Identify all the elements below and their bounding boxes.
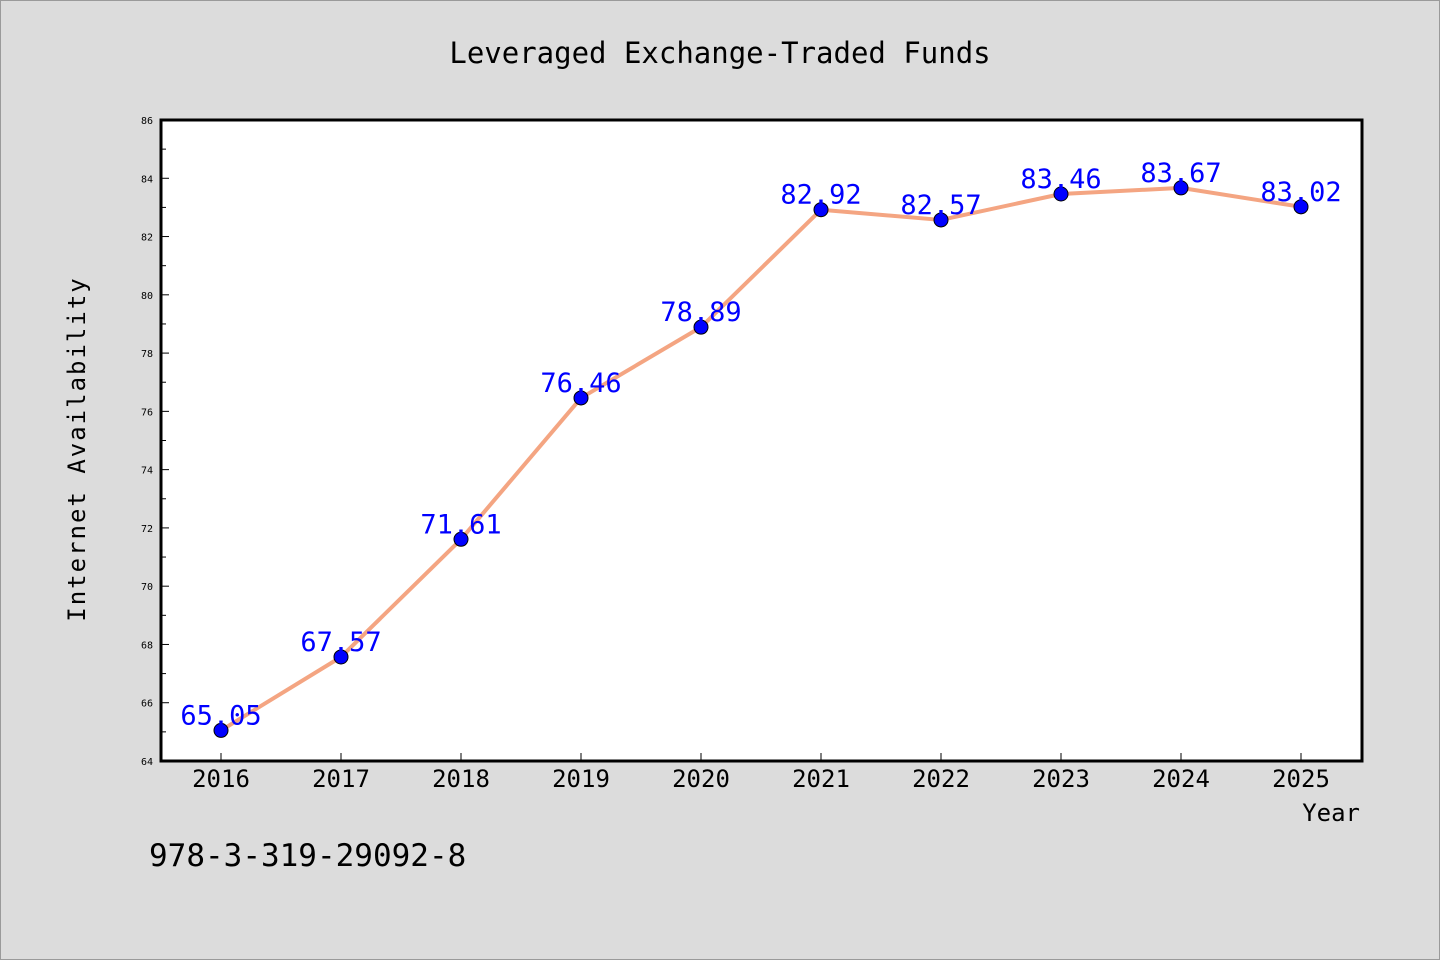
y-axis: 64 66 68 70 72 74 76 78 80 82 84 86 xyxy=(141,116,169,768)
x-tick-label: 2025 xyxy=(1272,765,1330,793)
x-tick-label: 2019 xyxy=(552,765,610,793)
x-axis: 2016 2017 2018 2019 2020 2021 2022 2023 2024 2025 xyxy=(192,753,1330,793)
data-label: 67.57 xyxy=(300,627,381,658)
y-tick-label: 86 xyxy=(141,116,153,127)
data-point xyxy=(933,212,949,228)
data-point xyxy=(333,649,349,665)
x-tick-label: 2017 xyxy=(312,765,370,793)
data-point xyxy=(573,390,589,406)
data-label: 82.92 xyxy=(780,180,861,211)
x-axis-label: Year xyxy=(1302,799,1360,827)
data-point xyxy=(1173,180,1189,196)
y-tick-label: 72 xyxy=(141,524,153,535)
data-point xyxy=(813,202,829,218)
data-point xyxy=(453,531,469,547)
x-tick-label: 2018 xyxy=(432,765,490,793)
x-tick-label: 2020 xyxy=(672,765,730,793)
y-tick-label: 76 xyxy=(141,407,153,418)
data-label: 83.46 xyxy=(1020,164,1101,195)
data-label: 65.05 xyxy=(180,700,261,731)
x-tick-label: 2016 xyxy=(192,765,250,793)
y-axis-label: Internet Availability xyxy=(63,276,91,621)
y-tick-label: 64 xyxy=(141,757,153,768)
data-label: 78.89 xyxy=(660,297,741,328)
y-tick-label: 68 xyxy=(141,640,153,651)
data-point xyxy=(1053,186,1069,202)
x-tick-label: 2022 xyxy=(912,765,970,793)
data-label: 83.67 xyxy=(1140,158,1221,189)
data-point xyxy=(1293,199,1309,215)
series-layer: 65.05 67.57 71.61 76.46 78.89 82.92 82.57 83.46… xyxy=(180,158,1342,738)
data-label: 76.46 xyxy=(540,368,621,399)
y-tick-label: 70 xyxy=(141,582,153,593)
series-line xyxy=(219,185,1302,733)
x-tick-label: 2021 xyxy=(792,765,850,793)
y-tick-label: 84 xyxy=(141,174,153,185)
y-tick-label: 80 xyxy=(141,291,153,302)
chart-title: Leveraged Exchange-Traded Funds xyxy=(449,36,990,70)
data-point xyxy=(213,722,229,738)
data-point xyxy=(693,319,709,335)
x-tick-label: 2023 xyxy=(1032,765,1090,793)
data-label: 82.57 xyxy=(900,190,981,221)
plot-area xyxy=(159,118,1364,763)
footnote-id: 978-3-319-29092-8 xyxy=(149,838,466,874)
y-tick-label: 78 xyxy=(141,349,153,360)
data-label: 71.61 xyxy=(420,509,501,540)
x-tick-label: 2024 xyxy=(1152,765,1210,793)
y-tick-label: 82 xyxy=(141,233,153,244)
y-tick-label: 74 xyxy=(141,466,153,477)
y-tick-label: 66 xyxy=(141,699,153,710)
data-label: 83.02 xyxy=(1260,177,1341,208)
